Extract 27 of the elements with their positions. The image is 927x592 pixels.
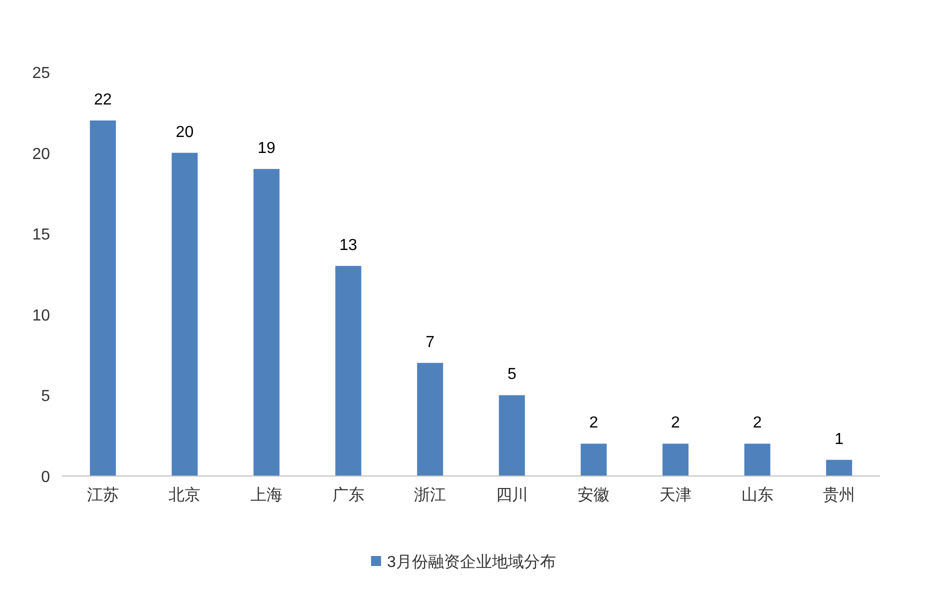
x-tick-label: 北京 <box>168 486 201 504</box>
x-tick-label: 贵州 <box>823 486 856 504</box>
data-label: 2 <box>671 414 680 432</box>
x-tick-label: 浙江 <box>414 486 446 504</box>
data-label: 22 <box>94 91 112 108</box>
x-tick-label: 安徽 <box>578 486 610 504</box>
x-tick-label: 江苏 <box>86 486 119 504</box>
data-label: 20 <box>176 124 194 141</box>
y-tick-label: 20 <box>32 146 50 163</box>
y-tick-label: 15 <box>32 226 50 244</box>
y-tick-label: 0 <box>41 469 50 486</box>
data-label: 19 <box>258 140 276 157</box>
x-tick-label: 广东 <box>332 486 364 504</box>
x-tick-label: 天津 <box>660 486 692 504</box>
data-label: 1 <box>834 430 844 448</box>
x-tick-label: 四川 <box>496 486 528 504</box>
data-label: 5 <box>507 366 516 384</box>
legend-label: 3月份融资企业地域分布 <box>387 553 556 571</box>
y-tick-label: 10 <box>32 307 50 324</box>
x-tick-label: 山东 <box>741 486 774 504</box>
data-label: 2 <box>752 414 762 432</box>
y-tick-label: 5 <box>41 388 50 406</box>
x-tick-label: 上海 <box>250 486 282 504</box>
y-tick-label: 25 <box>32 65 50 82</box>
data-label: 13 <box>339 236 358 254</box>
data-label: 2 <box>589 414 598 432</box>
data-label: 7 <box>426 334 435 351</box>
